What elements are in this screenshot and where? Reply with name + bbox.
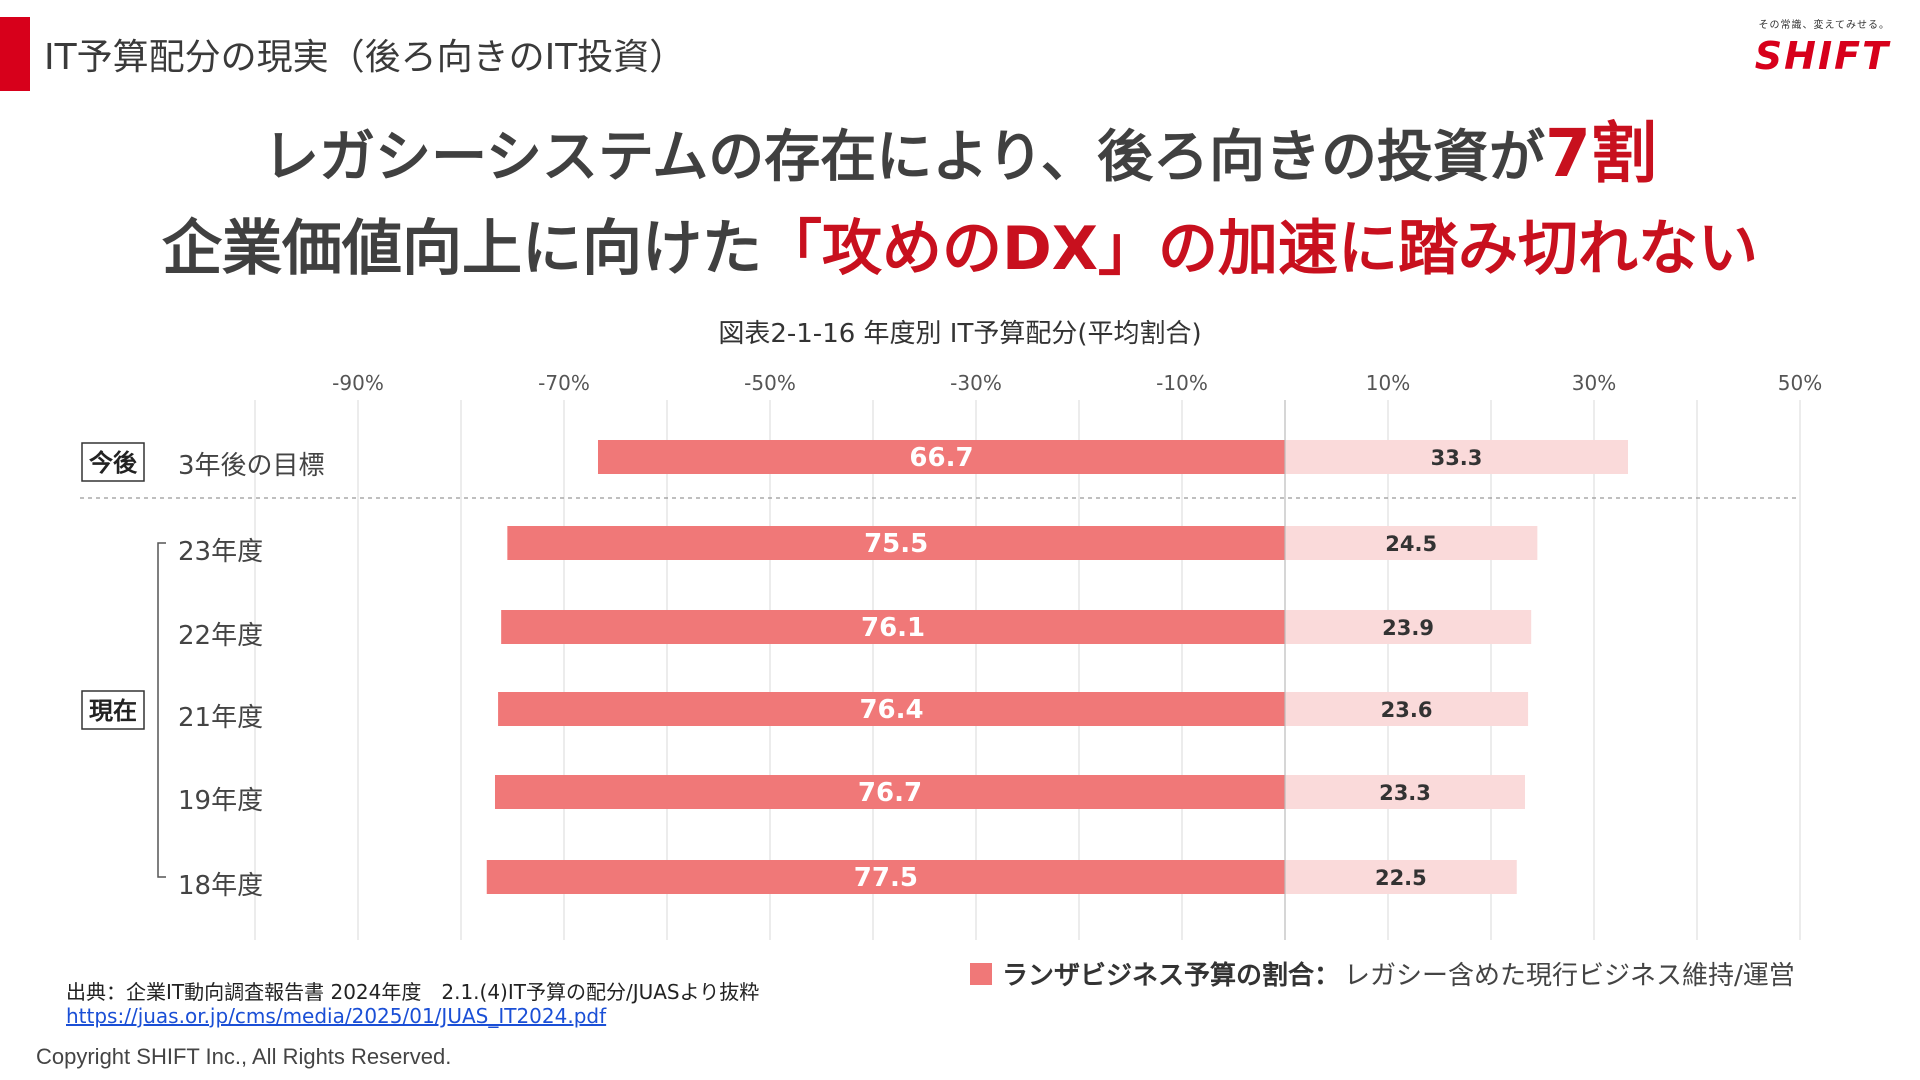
chart-legend: ランザビジネス予算の割合 ： レガシー含めた現行ビジネス維持/運営 [970, 955, 1795, 992]
run-business-value-label: 76.4 [859, 695, 923, 725]
run-business-bar [501, 610, 1285, 644]
category-label: 18年度 [178, 871, 263, 901]
x-tick-label: 10% [1366, 371, 1410, 395]
headline-line2: 企業価値向上に向けた「攻めのDX」の加速に踏み切れない [0, 200, 1920, 287]
page-title: IT予算配分の現実（後ろ向きのIT投資） [44, 37, 686, 78]
title-accent-bar [0, 17, 30, 91]
x-tick-label: 30% [1572, 371, 1616, 395]
copyright: Copyright SHIFT Inc., All Rights Reserve… [36, 1044, 452, 1069]
x-tick-label: -70% [538, 371, 590, 395]
current-group-bracket [157, 542, 166, 878]
headline-line1: レガシーシステムの存在により、後ろ向きの投資が7割 [0, 100, 1920, 196]
run-business-bar [494, 775, 1285, 809]
run-business-value-label: 76.1 [861, 613, 925, 643]
value-up-bar [1285, 775, 1525, 809]
chart-title: 図表2-1-16 年度別 IT予算配分(平均割合) [718, 319, 1202, 349]
value-up-value-label: 33.3 [1431, 446, 1483, 470]
category-label: 21年度 [178, 703, 263, 733]
current-group-label: 現在 [89, 697, 137, 725]
source-link[interactable]: https://juas.or.jp/cms/media/2025/01/JUA… [66, 1004, 607, 1028]
run-business-value-label: 76.7 [858, 778, 922, 808]
x-tick-label: 50% [1778, 371, 1822, 395]
x-tick-label: -10% [1156, 371, 1208, 395]
value-up-bar [1285, 526, 1538, 560]
x-tick-label: -90% [332, 371, 384, 395]
value-up-bar [1285, 860, 1517, 894]
run-business-value-label: 75.5 [864, 529, 928, 559]
future-group-label-box [81, 442, 145, 482]
value-up-value-label: 24.5 [1385, 532, 1437, 556]
logo-tagline: その常識、変えてみせる。 [1758, 20, 1890, 31]
run-business-bar [597, 440, 1285, 474]
category-label: 3年後の目標 [178, 451, 325, 481]
legend-description: レガシー含めた現行ビジネス維持/運営 [1344, 961, 1795, 991]
category-label: 22年度 [178, 621, 263, 651]
headline-line2-text: 企業価値向上に向けた [161, 214, 762, 284]
run-business-bar [507, 526, 1286, 560]
run-business-value-label: 66.7 [909, 443, 973, 473]
run-business-bar [486, 860, 1285, 894]
legend-label: ランザビジネス予算の割合 [1002, 961, 1315, 991]
category-label: 23年度 [178, 537, 263, 567]
x-tick-label: -30% [950, 371, 1002, 395]
value-up-bar [1285, 610, 1532, 644]
legend-colon: ： [1314, 961, 1341, 991]
run-business-bar [498, 692, 1286, 726]
headline-line2-highlight: 「攻めのDX」の加速に踏み切れない [761, 214, 1759, 284]
value-up-value-label: 23.9 [1382, 616, 1434, 640]
x-tick-label: -50% [744, 371, 796, 395]
headline-line1-highlight: 7割 [1544, 115, 1657, 192]
category-label: 19年度 [178, 786, 263, 816]
value-up-bar [1285, 692, 1529, 726]
value-up-value-label: 22.5 [1375, 866, 1427, 890]
value-up-bar [1285, 440, 1628, 474]
value-up-value-label: 23.6 [1381, 698, 1433, 722]
logo-wordmark: SHIFT [1754, 34, 1890, 78]
legend-swatch [970, 962, 992, 985]
headline-line1-text: レガシーシステムの存在により、後ろ向きの投資が [263, 125, 1545, 190]
run-business-value-label: 77.5 [854, 863, 918, 893]
future-group-label: 今後 [89, 449, 138, 477]
shift-logo: その常識、変えてみせる。 SHIFT [1720, 16, 1890, 78]
current-group-label-box [81, 690, 145, 730]
value-up-value-label: 23.3 [1379, 781, 1431, 805]
source-citation: 出典：企業IT動向調査報告書 2024年度 2.1.(4)IT予算の配分/JUA… [66, 980, 760, 1004]
